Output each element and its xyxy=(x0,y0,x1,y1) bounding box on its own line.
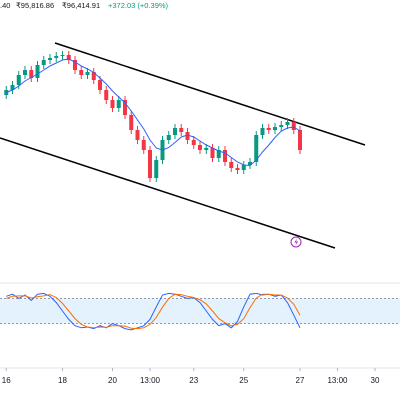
channel-line xyxy=(54,42,366,146)
candle-body xyxy=(191,140,196,145)
candle-body xyxy=(198,145,202,150)
candle-body xyxy=(60,55,65,56)
candle-body xyxy=(273,127,277,130)
x-tick-label: 25 xyxy=(239,376,248,385)
candle-body xyxy=(123,100,127,115)
candle-body xyxy=(48,58,52,60)
x-tick-label: 13:00 xyxy=(140,376,161,385)
x-tick-label: 20 xyxy=(108,376,117,385)
candle-body xyxy=(241,165,246,170)
candle-body xyxy=(129,115,134,130)
header-item: ₹96,414.91 xyxy=(62,1,100,10)
oscillator-line xyxy=(6,293,301,330)
candle-body xyxy=(266,128,271,130)
candle-body xyxy=(154,160,159,178)
x-tick-label: 13:00 xyxy=(327,376,348,385)
candle-body xyxy=(79,70,84,75)
candle-body xyxy=(254,135,259,162)
candle-body xyxy=(210,148,215,158)
channel-line xyxy=(0,137,336,249)
candle-body xyxy=(223,150,227,162)
moving-average xyxy=(6,58,301,167)
x-tick-label: 16 xyxy=(2,376,11,385)
candle-body xyxy=(229,162,234,168)
candle-body xyxy=(248,162,252,165)
x-tick-label: 27 xyxy=(296,376,305,385)
header-item: +372.03 (+0.39%) xyxy=(108,1,169,10)
candle-body xyxy=(10,85,15,90)
candle-body xyxy=(166,135,171,140)
candle-body xyxy=(54,56,59,58)
candle-body xyxy=(235,168,240,170)
candle-body xyxy=(66,55,71,60)
candle-body xyxy=(135,130,140,140)
candle-body xyxy=(110,100,115,108)
candle-body xyxy=(285,122,290,125)
candle-body xyxy=(73,60,77,70)
candle-body xyxy=(16,75,21,85)
candle-body xyxy=(23,70,27,75)
candle-body xyxy=(298,130,302,150)
candle-body xyxy=(98,80,102,90)
header-item: ₹95,816.86 xyxy=(16,1,54,10)
candle-body xyxy=(185,132,190,140)
candle-body xyxy=(148,150,152,178)
candle-body xyxy=(41,60,46,65)
candle-body xyxy=(216,150,221,158)
x-tick-label: 18 xyxy=(58,376,67,385)
header: .40 ₹95,816.86 ₹96,414.91 +372.03 (+0.39… xyxy=(0,1,169,10)
candle-body xyxy=(4,90,9,95)
candle-body xyxy=(104,90,109,100)
candle-body xyxy=(116,100,121,108)
candle-body xyxy=(85,72,90,75)
x-tick-label: 23 xyxy=(189,376,198,385)
candle-body xyxy=(279,125,284,127)
header-item: .40 xyxy=(0,1,10,10)
candle-body xyxy=(291,122,296,130)
candle-body xyxy=(204,148,209,150)
candle-body xyxy=(29,70,34,78)
candle-body xyxy=(260,128,265,135)
candle-body xyxy=(35,65,40,78)
candle-body xyxy=(141,140,146,150)
oscillator-line xyxy=(6,292,301,331)
candle-body xyxy=(173,128,177,135)
x-tick-label: 30 xyxy=(371,376,380,385)
candle-body xyxy=(91,72,96,80)
candle-body xyxy=(179,128,184,132)
alert-icon[interactable] xyxy=(290,236,302,248)
